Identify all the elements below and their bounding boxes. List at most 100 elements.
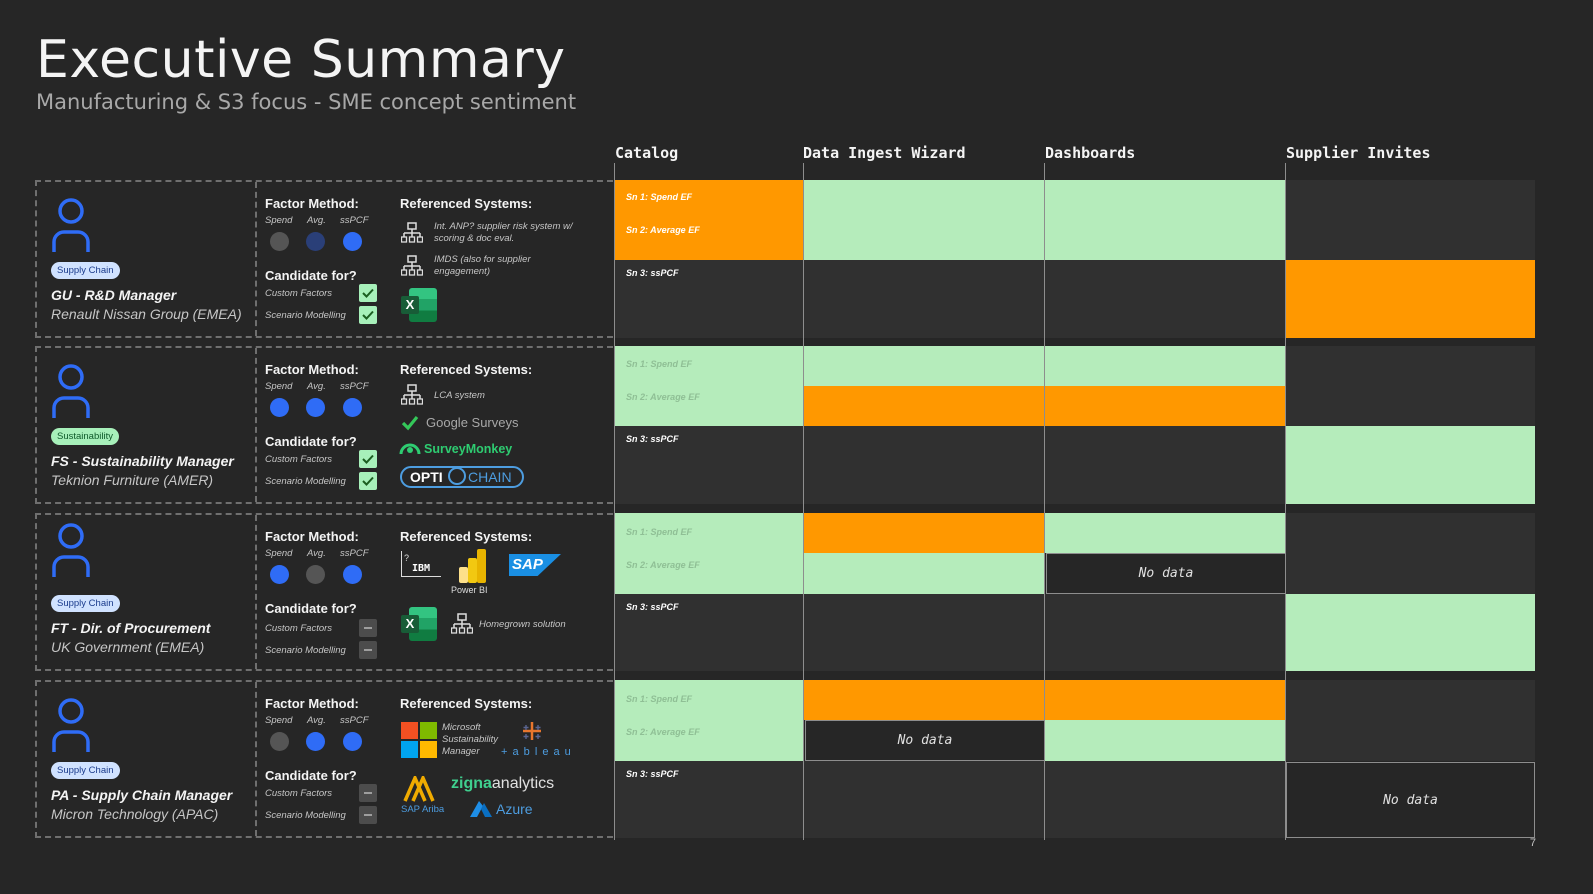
role-tag: Sustainability: [51, 428, 119, 445]
column-divider: [1285, 163, 1286, 840]
persona-name: FT - Dir. of Procurement: [51, 620, 211, 636]
factor-label: Spend: [265, 548, 293, 559]
ibm-logo: IBM ?: [401, 551, 441, 577]
scenario-label: Sn 1: Spend EF: [626, 359, 693, 369]
person-icon: [52, 364, 90, 418]
cell-r1-invites-sn12: [1286, 180, 1535, 260]
cell-r4-wizard-sn3: [804, 761, 1045, 838]
cell-r3-dash-sn3: [1045, 594, 1286, 671]
cell-r3-wizard-sn3: [804, 594, 1045, 671]
scenario-label: Sn 3: ssPCF: [626, 602, 679, 612]
cell-r1-invites-sn3: [1286, 260, 1535, 338]
factor-dot-sspcf: [343, 565, 362, 584]
page-number: 7: [1529, 837, 1536, 849]
scenario-label: Sn 2: Average EF: [626, 727, 700, 737]
scenario-label: Sn 1: Spend EF: [626, 694, 693, 704]
scenario-label: Sn 3: ssPCF: [626, 268, 679, 278]
question-icon: ?: [404, 553, 410, 563]
check-icon: [359, 450, 377, 468]
factor-label: ssPCF: [340, 548, 369, 559]
factor-dot-spend: [270, 732, 289, 751]
candidate-title: Candidate for?: [265, 768, 357, 783]
candidate-label: Scenario Modelling: [265, 810, 346, 821]
role-tag: Supply Chain: [51, 595, 120, 612]
cell-r3-dash-sn1: [1045, 513, 1286, 553]
opti-text: OPTI: [410, 469, 443, 485]
factor-label: Avg.: [307, 381, 326, 392]
scenario-label: Sn 1: Spend EF: [626, 527, 693, 537]
factor-dot-avg: [306, 398, 325, 417]
cell-r2-dash-sn3: [1045, 426, 1286, 504]
scenario-label: Sn 1: Spend EF: [626, 192, 693, 202]
factor-method-title: Factor Method:: [265, 362, 359, 377]
cell-r2-dash-sn2: [1045, 386, 1286, 426]
cell-r4-dash-sn2: [1045, 720, 1286, 761]
cell-r3-invites-sn12: [1286, 513, 1535, 594]
google-surveys-logo: Google Surveys: [426, 415, 519, 430]
factor-dot-spend: [270, 565, 289, 584]
referenced-systems-title: Referenced Systems:: [400, 362, 533, 377]
cell-r2-wizard-sn3: [804, 426, 1045, 504]
factor-dot-sspcf: [343, 398, 362, 417]
persona-org: UK Government (EMEA): [51, 639, 205, 655]
factor-dot-avg: [306, 732, 325, 751]
factor-method-title: Factor Method:: [265, 696, 359, 711]
candidate-label: Custom Factors: [265, 788, 333, 799]
dash-icon: [359, 619, 377, 637]
column-header-data-ingest-wizard: Data Ingest Wizard: [803, 144, 966, 162]
cell-r4-invites-sn12: [1286, 680, 1535, 761]
excel-letter: X: [401, 296, 419, 314]
factor-label: ssPCF: [340, 381, 369, 392]
page-title: Executive Summary: [36, 30, 566, 90]
column-header-catalog: Catalog: [615, 144, 679, 162]
dash-icon: [359, 806, 377, 824]
cell-r1-dash-sn12: [1045, 180, 1286, 260]
surveymonkey-logo: SurveyMonkey: [424, 442, 513, 456]
factor-label: ssPCF: [340, 215, 369, 226]
persona-card: Supply Chain GU - R&D Manager Renault Ni…: [35, 180, 613, 338]
zigna-logo: zignaanalytics: [451, 775, 554, 793]
persona-org: Micron Technology (APAC): [51, 806, 219, 822]
cell-r4-dash-sn3: [1045, 761, 1286, 838]
column-divider: [1044, 163, 1045, 840]
column-divider: [803, 163, 804, 840]
powerbi-label: Power BI: [451, 585, 488, 595]
optichain-ring-icon: [448, 467, 466, 485]
sap-ariba-label: SAP Ariba: [401, 804, 445, 815]
cell-r1-dash-sn3: [1045, 260, 1286, 338]
factor-dot-avg: [306, 232, 325, 251]
analytics-text: analytics: [491, 775, 555, 792]
hierarchy-icon: [401, 384, 423, 405]
person-icon: [52, 523, 90, 577]
check-icon: [359, 306, 377, 324]
role-tag: Supply Chain: [51, 762, 120, 779]
factor-dot-sspcf: [343, 732, 362, 751]
cell-r3-catalog-sn12: [615, 513, 804, 594]
column-header-dashboards: Dashboards: [1045, 144, 1136, 162]
factor-dot-sspcf: [343, 232, 362, 251]
azure-icon: [470, 801, 492, 817]
factor-label: Avg.: [307, 715, 326, 726]
candidate-label: Custom Factors: [265, 288, 333, 299]
cell-r2-wizard-sn1: [804, 346, 1045, 386]
cell-r3-dash-sn2-nodata: No data: [1046, 553, 1286, 594]
page-subtitle: Manufacturing & S3 focus - SME concept s…: [36, 90, 577, 114]
candidate-label: Scenario Modelling: [265, 310, 346, 321]
persona-card: Supply Chain FT - Dir. of Procurement UK…: [35, 513, 613, 671]
persona-org: Teknion Furniture (AMER): [51, 472, 214, 488]
system-text: IMDS (also for supplier engagement): [434, 254, 531, 277]
cell-r4-catalog-sn12: [615, 680, 804, 761]
candidate-title: Candidate for?: [265, 268, 357, 283]
factor-dot-avg: [306, 565, 325, 584]
cell-r1-wizard-sn12: [804, 180, 1045, 260]
candidate-label: Scenario Modelling: [265, 645, 346, 656]
surveymonkey-icon: [399, 443, 421, 455]
google-check-icon: [401, 415, 419, 431]
divider: [255, 515, 257, 669]
system-text: Microsoft Sustainability Manager: [442, 722, 498, 757]
hierarchy-icon: [451, 613, 473, 634]
candidate-title: Candidate for?: [265, 601, 357, 616]
factor-label: Avg.: [307, 215, 326, 226]
referenced-systems-title: Referenced Systems:: [400, 696, 533, 711]
candidate-label: Custom Factors: [265, 623, 333, 634]
